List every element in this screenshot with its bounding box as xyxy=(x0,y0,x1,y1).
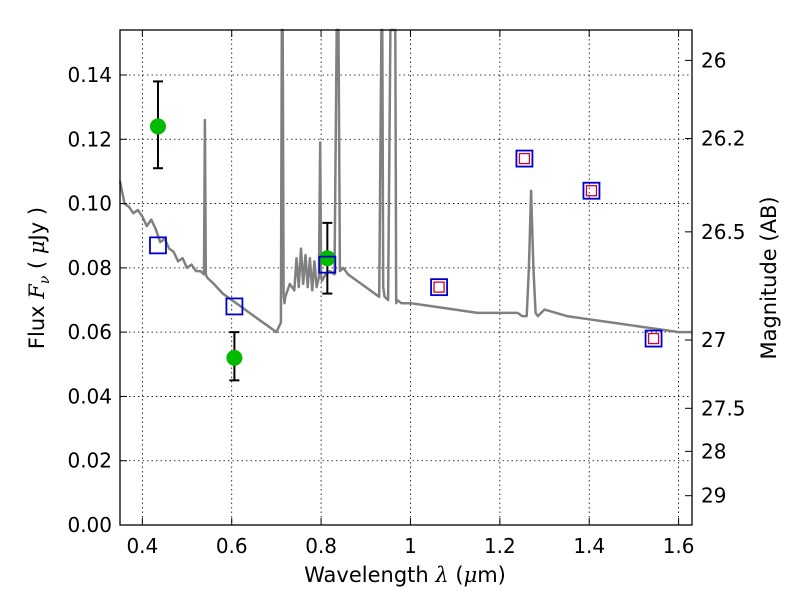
y-tick-label: 0.04 xyxy=(67,384,112,408)
x-tick-label: 1.4 xyxy=(573,534,605,558)
y2-tick-label: 28 xyxy=(701,439,726,463)
x-tick-label: 1.6 xyxy=(663,534,695,558)
model-photometry-box xyxy=(644,329,663,348)
model-photometry-box xyxy=(515,149,534,168)
y-tick-label: 0.08 xyxy=(67,256,112,280)
y-axis-label: Flux Fν ( μJy ) xyxy=(25,207,53,349)
observed-point xyxy=(319,250,336,267)
y2-axis-label: Magnitude (AB) xyxy=(757,196,781,359)
grid xyxy=(120,30,692,526)
model-photometry-boxes xyxy=(149,149,663,348)
y2-tick-label: 26.5 xyxy=(701,220,746,244)
model-photometry-box xyxy=(149,236,167,255)
observed-points xyxy=(149,118,336,366)
y-tick-label: 0.12 xyxy=(67,127,112,151)
model-photometry-inner-box xyxy=(433,281,445,293)
model-photometry-inner-box xyxy=(518,152,531,165)
x-tick-label: 0.6 xyxy=(216,534,248,558)
y-tick-label: 0.14 xyxy=(67,63,112,87)
y2-tick-label: 27.5 xyxy=(701,396,746,420)
x-axis-label: Wavelength λ (μm) xyxy=(304,563,506,587)
y2-tick-label: 29 xyxy=(701,484,726,508)
model-photometry-inner-box xyxy=(585,185,598,197)
y2-tick-label: 26 xyxy=(701,48,726,72)
model-spectrum-line xyxy=(118,28,692,334)
x-tick-label: 1.2 xyxy=(484,534,516,558)
y2-tick-label: 27 xyxy=(701,328,726,352)
error-bars xyxy=(152,80,333,382)
model-spectrum-layer xyxy=(118,28,692,334)
model-photometry-box xyxy=(430,278,448,297)
model-photometry-box xyxy=(582,181,601,200)
x-tick-label: 0.4 xyxy=(126,534,158,558)
x-tick-label: 1 xyxy=(404,534,417,558)
model-photometry-box xyxy=(225,297,244,316)
y2-tick-label: 26.2 xyxy=(701,127,746,151)
y-tick-label: 0.06 xyxy=(67,320,112,344)
observed-point xyxy=(226,349,243,366)
model-photometry-inner-box xyxy=(647,332,660,345)
observed-point xyxy=(149,118,166,135)
y-tick-label: 0.10 xyxy=(67,192,112,216)
y-tick-label: 0.00 xyxy=(67,513,112,537)
y-tick-label: 0.02 xyxy=(67,449,112,473)
x-tick-label: 0.8 xyxy=(305,534,337,558)
model-photometry-box xyxy=(318,255,337,274)
plot-frame xyxy=(119,29,693,526)
axis-ticks: 0.4 0.6 0.8 1 1.2 1.4 1.6 0.00 0.02 0.04 0.06 0.08 0… xyxy=(67,30,746,558)
